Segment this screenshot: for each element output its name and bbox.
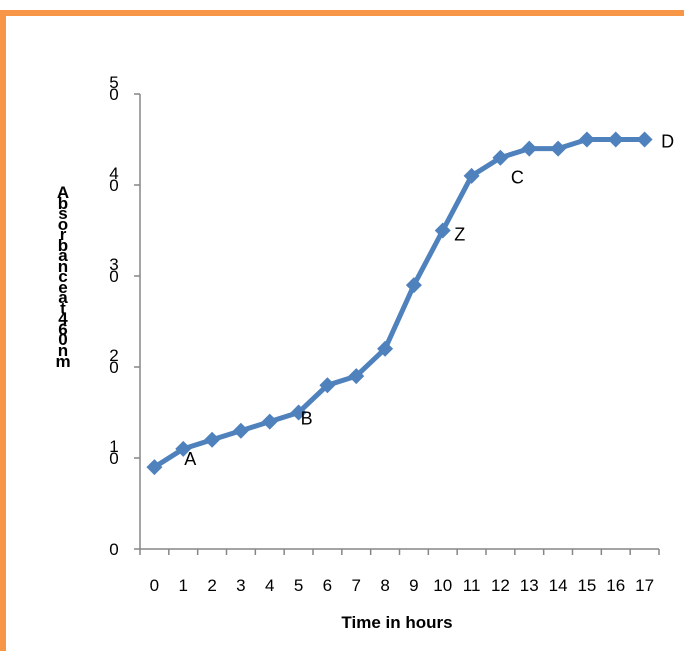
x-tick-label: 13 <box>520 576 539 595</box>
x-tick-label: 6 <box>323 576 332 595</box>
y-tick-labels: 0 1 0 2 0 3 0 4 0 5 0 <box>109 73 118 559</box>
data-point <box>146 459 163 476</box>
chart-annotations: A B Z C D <box>184 132 674 469</box>
data-point <box>463 167 480 184</box>
y-axis-label-char: 6 <box>58 319 68 339</box>
y-axis-label-char: r <box>59 225 67 245</box>
data-point <box>434 222 451 239</box>
data-point <box>175 440 192 457</box>
x-tick-label: 1 <box>179 576 188 595</box>
y-tick-label: 0 <box>109 540 118 559</box>
data-point <box>521 140 538 157</box>
x-tick-label: 9 <box>409 576 418 595</box>
x-tick-label: 12 <box>491 576 510 595</box>
x-tick-label: 14 <box>549 576 568 595</box>
point-annotation: Z <box>454 225 465 245</box>
frame-top-border <box>0 10 684 16</box>
point-annotation: B <box>301 409 313 429</box>
frame-left-border <box>0 10 6 651</box>
data-point <box>261 413 278 430</box>
y-axis-label-char: 4 <box>58 309 68 329</box>
data-point <box>377 340 394 357</box>
x-tick-label: 10 <box>433 576 452 595</box>
data-point <box>492 149 509 166</box>
x-tick-label: 8 <box>380 576 389 595</box>
y-axis-label-char: b <box>57 193 69 213</box>
y-axis-label-char: n <box>57 256 69 276</box>
data-point <box>550 140 567 157</box>
x-tick-label: 2 <box>207 576 216 595</box>
y-axis-label-char: n <box>57 340 69 360</box>
x-tick-label: 4 <box>265 576 274 595</box>
point-annotation: C <box>511 168 524 188</box>
x-tick-label: 11 <box>463 576 481 595</box>
data-point <box>204 431 221 448</box>
y-axis-label-char: a <box>58 246 68 266</box>
y-axis-label-char: c <box>58 267 68 287</box>
data-point <box>348 368 365 385</box>
x-tick-label: 5 <box>294 576 303 595</box>
data-point <box>578 131 595 148</box>
data-point <box>405 277 422 294</box>
y-axis-label-char: t <box>60 298 66 318</box>
y-axis-label-char: 0 <box>58 330 68 350</box>
y-axis-label-char: o <box>57 214 69 234</box>
y-axis-label-char: A <box>56 183 70 202</box>
chart-axes <box>134 93 660 555</box>
x-tick-label: 15 <box>577 576 596 595</box>
x-axis-label: Time in hours <box>341 613 452 632</box>
y-axis-label-char: e <box>58 277 68 297</box>
y-axis-label-char: b <box>57 235 69 255</box>
x-tick-label: 17 <box>635 576 654 595</box>
data-point <box>607 131 624 148</box>
y-axis-label-char: s <box>58 204 68 224</box>
data-point <box>636 131 653 148</box>
y-axis-label-char: m <box>55 351 71 371</box>
point-annotation: D <box>661 132 674 152</box>
data-point <box>319 377 336 394</box>
data-point <box>290 404 307 421</box>
x-tick-label: 7 <box>352 576 361 595</box>
point-annotation: A <box>184 449 196 469</box>
x-tick-label: 0 <box>150 576 159 595</box>
x-tick-label: 3 <box>236 576 245 595</box>
x-tick-label: 16 <box>606 576 625 595</box>
x-tick-labels: 0 1 2 3 4 5 6 7 8 9 10 11 12 13 14 15 16 17 <box>150 576 654 595</box>
chart-series <box>146 131 653 476</box>
data-point <box>232 422 249 439</box>
y-axis-label-char: a <box>58 288 68 308</box>
series-line <box>151 137 648 470</box>
